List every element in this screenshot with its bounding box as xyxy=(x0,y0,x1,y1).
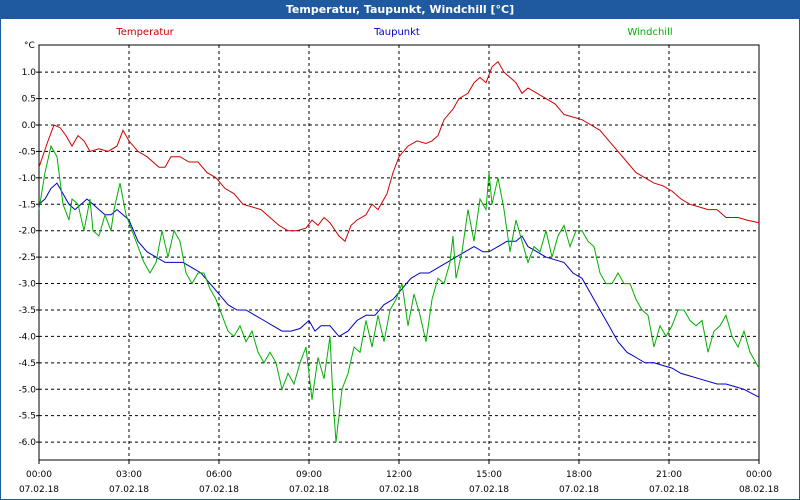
y-tick-label: 1.0 xyxy=(22,68,37,78)
x-tick-date: 07.02.18 xyxy=(649,485,689,495)
x-tick-time: 21:00 xyxy=(656,470,682,480)
x-tick-date: 07.02.18 xyxy=(289,485,329,495)
chart-title: Temperatur, Taupunkt, Windchill [°C] xyxy=(0,0,800,19)
x-tick-time: 12:00 xyxy=(386,470,412,480)
y-axis-unit: °C xyxy=(24,41,35,51)
y-tick-label: 0.0 xyxy=(22,121,37,131)
x-tick-date: 07.02.18 xyxy=(199,485,239,495)
x-tick-time: 03:00 xyxy=(116,470,142,480)
legend-windchill: Windchill xyxy=(627,27,672,38)
series-line-windchill xyxy=(38,144,760,443)
y-tick-label: -4.0 xyxy=(18,332,36,342)
y-tick-label: -6.0 xyxy=(18,438,36,448)
x-tick-time: 06:00 xyxy=(206,470,232,480)
series-line-temperatur xyxy=(38,60,760,243)
x-tick-time: 00:00 xyxy=(26,470,52,480)
x-tick-time: 09:00 xyxy=(296,470,322,480)
y-tick-label: -0.5 xyxy=(18,147,36,157)
series-line-taupunkt xyxy=(38,182,760,398)
x-tick-time: 00:00 xyxy=(746,470,772,480)
x-tick-date: 07.02.18 xyxy=(379,485,419,495)
x-tick-date: 07.02.18 xyxy=(109,485,149,495)
y-tick-label: -2.0 xyxy=(18,227,36,237)
legend-taupunkt: Taupunkt xyxy=(373,27,420,38)
x-tick-date: 07.02.18 xyxy=(559,485,599,495)
y-tick-label: -1.5 xyxy=(18,200,36,210)
plot-area xyxy=(38,44,760,461)
legend: Temperatur Taupunkt Windchill xyxy=(115,27,672,38)
y-tick-label: -1.0 xyxy=(18,174,36,184)
y-tick-label: 0.5 xyxy=(22,95,36,105)
y-tick-label: -3.5 xyxy=(18,306,36,316)
legend-temperatur: Temperatur xyxy=(115,27,174,38)
x-tick-date: 07.02.18 xyxy=(469,485,509,495)
y-tick-label: -3.0 xyxy=(18,280,36,290)
x-tick-time: 18:00 xyxy=(566,470,592,480)
y-tick-label: -4.5 xyxy=(18,359,36,369)
x-tick-date: 07.02.18 xyxy=(19,485,59,495)
grid-lines xyxy=(36,45,760,464)
x-tick-time: 15:00 xyxy=(476,470,502,480)
y-tick-label: -2.5 xyxy=(18,253,36,263)
x-tick-labels: 00:00 07.02.18 03:00 07.02.18 06:00 07.02.18 0… xyxy=(19,470,779,495)
x-tick-date: 08.02.18 xyxy=(739,485,779,495)
series-lines xyxy=(38,60,760,443)
y-tick-label: -5.5 xyxy=(18,412,36,422)
y-tick-labels: 1.0 0.5 0.0 -0.5 -1.0 -1.5 -2.0 -2.5 -3.0 -3.5 -4.… xyxy=(18,68,36,448)
y-tick-label: -5.0 xyxy=(18,385,36,395)
